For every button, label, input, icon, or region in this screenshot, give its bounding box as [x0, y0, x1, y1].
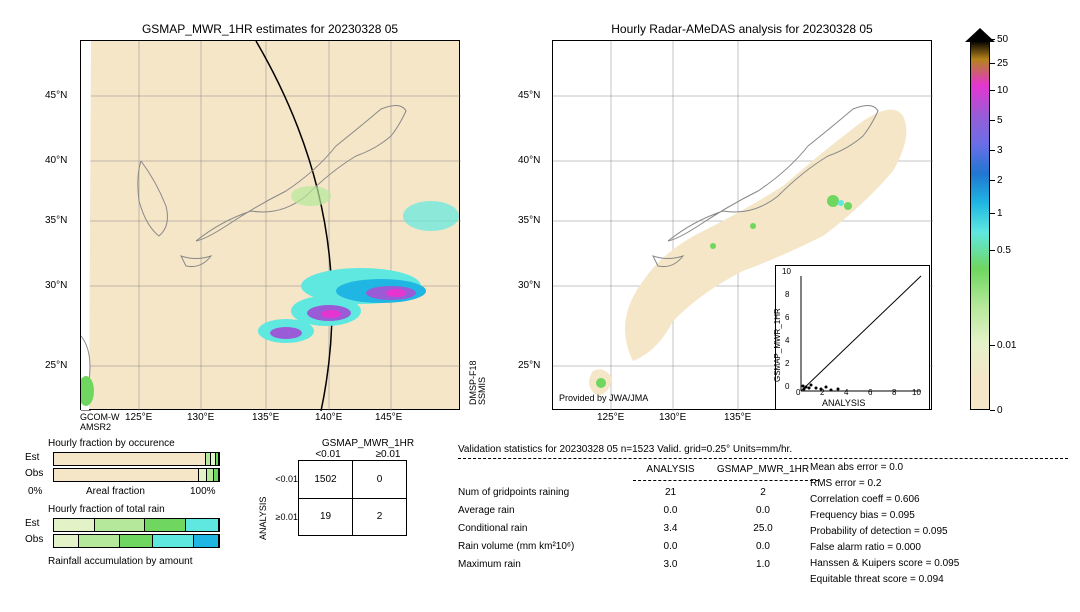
occurence-title: Hourly fraction by occurence [48, 438, 175, 449]
scatter-x4: 4 [844, 388, 848, 397]
ct-row1: ≥0.01 [268, 498, 298, 536]
stats-row: Conditional rain3.425.0 [458, 519, 818, 537]
contingency-header: GSMAP_MWR_1HR [298, 438, 438, 449]
scatter-y6: 6 [785, 313, 789, 322]
right-lat-40: 40°N [518, 155, 540, 166]
cb-tick-2: 2 [997, 175, 1003, 186]
metrics-row: False alarm ratio = 0.000 [810, 542, 959, 558]
left-lon-145: 145°E [375, 412, 402, 423]
metrics-row: Hanssen & Kuipers score = 0.095 [810, 558, 959, 574]
sat2-label-bot: SSMIS [477, 377, 487, 405]
cb-tick-50: 50 [997, 34, 1008, 45]
ct-c01: 0 [353, 461, 407, 499]
ct-row-axis: ANALYSIS [258, 497, 268, 540]
scatter-x8: 8 [892, 388, 896, 397]
ct-col1: ≥0.01 [358, 449, 418, 460]
right-lat-30: 30°N [518, 280, 540, 291]
bar-track [53, 452, 220, 466]
metrics-row: Mean abs error = 0.0 [810, 462, 959, 478]
scatter-ylabel: GSMAP_MWR_1HR [773, 308, 782, 382]
right-lat-25: 25°N [518, 360, 540, 371]
totalrain-bars: Est Obs [25, 518, 220, 550]
cb-tick-25: 25 [997, 58, 1008, 69]
ct-col0: <0.01 [298, 449, 358, 460]
scatter-xlabel: ANALYSIS [822, 398, 865, 408]
metrics-row: RMS error = 0.2 [810, 478, 959, 494]
scatter-y0: 0 [785, 382, 789, 391]
stats-col-b: GSMAP_MWR_1HR [708, 464, 818, 475]
contingency-table: 15020 192 [298, 460, 407, 536]
provider-label: Provided by JWA/JMA [559, 393, 648, 403]
stats-row: Rain volume (mm km²10⁶)0.00.0 [458, 537, 818, 555]
cb-tick-0: 0 [997, 405, 1003, 416]
left-map-title: GSMAP_MWR_1HR estimates for 20230328 05 [80, 22, 460, 36]
bar-label: Obs [25, 534, 53, 548]
totalrain-axis: Rainfall accumulation by amount [48, 556, 193, 567]
scatter-y2: 2 [785, 359, 789, 368]
metrics-row: Probability of detection = 0.095 [810, 526, 959, 542]
scatter-x0: 0 [796, 388, 800, 397]
bar-track [53, 534, 220, 548]
stats-row: Average rain0.00.0 [458, 501, 818, 519]
scatter-y8: 8 [785, 290, 789, 299]
cb-tick-0.5: 0.5 [997, 245, 1011, 256]
bar-label: Est [25, 518, 53, 532]
scatter-x10: 10 [912, 388, 921, 397]
stats-col-a: ANALYSIS [633, 464, 708, 475]
left-map-svg [81, 41, 461, 411]
metrics-row: Equitable threat score = 0.094 [810, 574, 959, 590]
occurence-bars: Est Obs [25, 452, 220, 484]
occ-axis-right: 100% [190, 486, 216, 497]
left-map-panel [80, 40, 460, 410]
stats-row: Maximum rain3.01.0 [458, 555, 818, 573]
stats-header: Validation statistics for 20230328 05 n=… [458, 444, 792, 455]
scatter-x2: 2 [820, 388, 824, 397]
metrics-row: Frequency bias = 0.095 [810, 510, 959, 526]
scatter-x6: 6 [868, 388, 872, 397]
bar-track [53, 518, 220, 532]
cb-tick-1: 1 [997, 208, 1003, 219]
cb-tick-5: 5 [997, 115, 1003, 126]
bar-label: Est [25, 452, 53, 466]
cb-tick-0.01: 0.01 [997, 340, 1016, 351]
left-lon-135: 135°E [252, 412, 279, 423]
ct-row0: <0.01 [268, 460, 298, 498]
left-lat-25: 25°N [45, 360, 67, 371]
metrics-block: Mean abs error = 0.0RMS error = 0.2Corre… [810, 462, 959, 590]
ct-c00: 1502 [299, 461, 353, 499]
occ-axis-mid: Areal fraction [86, 486, 145, 497]
cb-tick-10: 10 [997, 85, 1008, 96]
scatter-y4: 4 [785, 336, 789, 345]
stats-dash-cols [633, 480, 818, 481]
bar-label: Obs [25, 468, 53, 482]
left-lat-45: 45°N [45, 90, 67, 101]
left-lat-35: 35°N [45, 215, 67, 226]
right-lon-125: 125°E [597, 412, 624, 423]
contingency-block: GSMAP_MWR_1HR <0.01 ≥0.01 <0.01 ≥0.01 15… [268, 438, 438, 536]
occ-axis-left: 0% [28, 486, 42, 497]
left-lon-130: 130°E [187, 412, 214, 423]
ct-c10: 19 [299, 498, 353, 536]
totalrain-title: Hourly fraction of total rain [48, 504, 165, 515]
colorbar [970, 40, 990, 410]
sat1-label: GCOM-W AMSR2 [80, 412, 120, 432]
left-lat-40: 40°N [45, 155, 67, 166]
right-lat-45: 45°N [518, 90, 540, 101]
left-lat-30: 30°N [45, 280, 67, 291]
cb-tick-3: 3 [997, 145, 1003, 156]
right-lon-135: 135°E [724, 412, 751, 423]
bar-track [53, 468, 220, 482]
stats-dashline-top [458, 458, 1068, 459]
ct-c11: 2 [353, 498, 407, 536]
right-lon-130: 130°E [659, 412, 686, 423]
metrics-row: Correlation coeff = 0.606 [810, 494, 959, 510]
left-lon-140: 140°E [315, 412, 342, 423]
stats-table: ANALYSIS GSMAP_MWR_1HR Num of gridpoints… [458, 460, 818, 573]
right-map-title: Hourly Radar-AMeDAS analysis for 2023032… [552, 22, 932, 36]
scatter-y10: 10 [782, 267, 791, 276]
stats-row: Num of gridpoints raining212 [458, 483, 818, 501]
right-lat-35: 35°N [518, 215, 540, 226]
left-lon-125: 125°E [125, 412, 152, 423]
